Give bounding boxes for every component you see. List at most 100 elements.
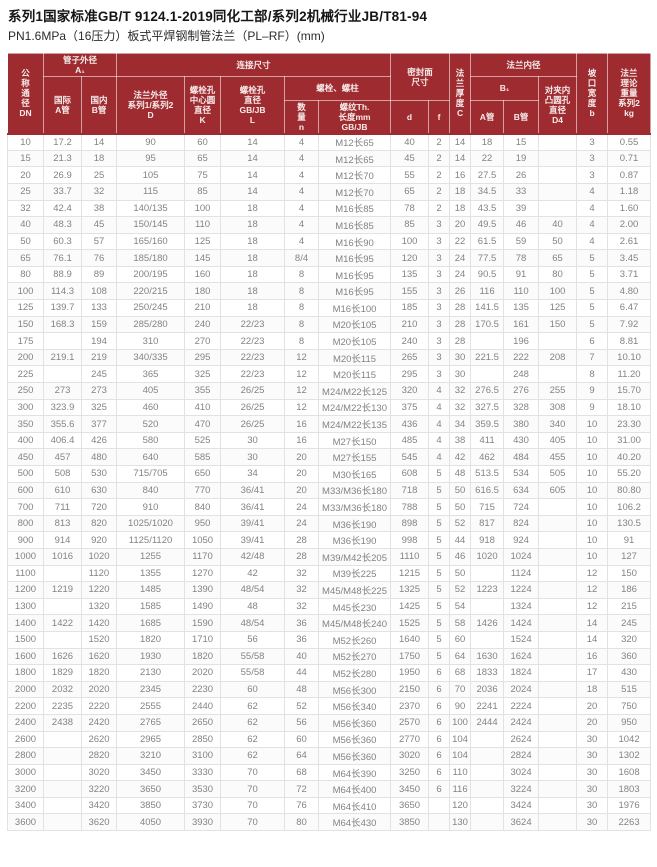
table-cell: 300: [7, 398, 44, 417]
table-cell: 8: [284, 265, 320, 284]
table-cell: 1420: [80, 614, 118, 632]
table-cell: 3: [428, 216, 451, 234]
table-cell: [538, 647, 578, 666]
table-cell: 80: [284, 813, 320, 832]
table-cell: 80: [538, 265, 578, 284]
col-header-bolt-circle: 螺栓孔 中心圆 直径 K: [184, 75, 222, 135]
table-cell: 12: [284, 382, 320, 400]
table-row: 3000 3020 3450 3330 70 68 M64长390 3250 6 110 3024 3…: [7, 763, 652, 782]
table-row: 450 457 480 640 585 30 20 M27长155 545 4 42 462 484 45…: [7, 448, 652, 467]
table-cell: 824: [503, 514, 540, 533]
table-cell: 325: [184, 365, 222, 384]
table-cell: 175: [7, 332, 44, 350]
col-header-thickness: 法 兰 厚 度 C: [449, 52, 472, 135]
table-cell: 2965: [116, 730, 186, 749]
table-cell: 44: [284, 664, 320, 682]
table-cell: 19: [503, 149, 540, 168]
table-cell: 59: [503, 232, 540, 251]
table-cell: 48/54: [220, 614, 286, 632]
table-cell: 150: [607, 564, 652, 583]
table-cell: 3220: [80, 780, 118, 798]
table-cell: 950: [184, 514, 222, 533]
table-cell: 18: [80, 149, 118, 168]
table-cell: 608: [390, 465, 430, 483]
table-row: 175 194 310 270 22/23 8 M20长105 240 3 28 196 6 8.81: [7, 332, 652, 350]
table-cell: 7: [576, 348, 609, 367]
table-cell: 14: [576, 614, 609, 632]
table-cell: 3650: [390, 796, 430, 815]
table-cell: 817: [470, 514, 505, 533]
table-cell: [538, 680, 578, 699]
col-header-b1-a: A管: [470, 99, 505, 135]
table-cell: 32: [284, 564, 320, 583]
table-cell: 50: [449, 564, 472, 583]
table-cell: 1325: [390, 581, 430, 599]
table-cell: 3000: [7, 763, 44, 782]
table-cell: 42: [220, 564, 286, 583]
table-cell: 718: [390, 481, 430, 500]
table-cell: 25: [7, 182, 44, 201]
col-header-dn: 公 称 通 径 DN: [7, 52, 44, 135]
table-cell: 1320: [80, 597, 118, 616]
table-cell: 2: [428, 133, 451, 151]
table-cell: 39: [503, 199, 540, 218]
table-cell: 273: [43, 382, 82, 400]
table-cell: 20: [449, 216, 472, 234]
table-cell: 12: [284, 398, 320, 417]
table-cell: 898: [390, 514, 430, 533]
table-cell: 813: [43, 514, 82, 533]
table-cell: [538, 763, 578, 782]
table-cell: [428, 796, 451, 815]
table-cell: 2224: [503, 697, 540, 715]
table-cell: 64: [284, 747, 320, 765]
table-cell: 36/41: [220, 481, 286, 500]
table-cell: 918: [470, 531, 505, 549]
table-cell: 2765: [116, 713, 186, 732]
table-cell: 1824: [503, 664, 540, 682]
table-cell: 513.5: [470, 465, 505, 483]
table-cell: 90: [116, 133, 186, 151]
table-cell: 245: [80, 365, 118, 384]
table-cell: [470, 747, 505, 765]
table-cell: 110: [184, 216, 222, 234]
table-cell: [428, 813, 451, 832]
table-cell: 2220: [80, 697, 118, 715]
table-cell: 46: [503, 216, 540, 234]
table-cell: 2444: [470, 713, 505, 732]
table-cell: M27长150: [318, 431, 392, 450]
table-cell: 52: [449, 514, 472, 533]
table-cell: 30: [576, 730, 609, 749]
table-cell: 2770: [390, 730, 430, 749]
table-cell: 25: [80, 166, 118, 184]
table-cell: [470, 365, 505, 384]
table-cell: 711: [43, 498, 82, 516]
table-cell: 2032: [43, 680, 82, 699]
table-cell: 355.6: [43, 415, 82, 433]
table-cell: 18: [220, 232, 286, 251]
table-cell: 1820: [116, 630, 186, 649]
table-cell: 255: [538, 382, 578, 400]
table-cell: 914: [43, 531, 82, 549]
table-row: 800 813 820 1025/1020 950 39/41 24 M36长190 898 5 5…: [7, 514, 652, 533]
table-cell: 26/25: [220, 398, 286, 417]
table-cell: 450: [7, 448, 44, 467]
table-cell: 78: [390, 199, 430, 218]
table-row: 80 88.9 89 200/195 160 18 8 M16长95 135 3 24 90.5 91 8…: [7, 265, 652, 284]
table-cell: 1050: [184, 531, 222, 549]
table-cell: 65: [390, 182, 430, 201]
table-cell: 30: [220, 448, 286, 467]
table-cell: 196: [503, 332, 540, 350]
table-cell: 1016: [43, 547, 82, 566]
table-cell: M56长360: [318, 747, 392, 765]
table-cell: 12: [284, 365, 320, 384]
table-cell: 48: [220, 597, 286, 616]
table-cell: 2241: [470, 697, 505, 715]
table-cell: 3: [428, 332, 451, 350]
table-cell: 616.5: [470, 481, 505, 500]
table-cell: [470, 564, 505, 583]
table-cell: M36长190: [318, 531, 392, 549]
table-cell: [538, 747, 578, 765]
table-row: 2600 2620 2965 2850 62 60 M56长360 2770 6 104 2624 3…: [7, 730, 652, 749]
col-header-thread: 螺纹Th. 长度mm GB/JB: [318, 99, 392, 135]
table-cell: 40: [7, 216, 44, 234]
